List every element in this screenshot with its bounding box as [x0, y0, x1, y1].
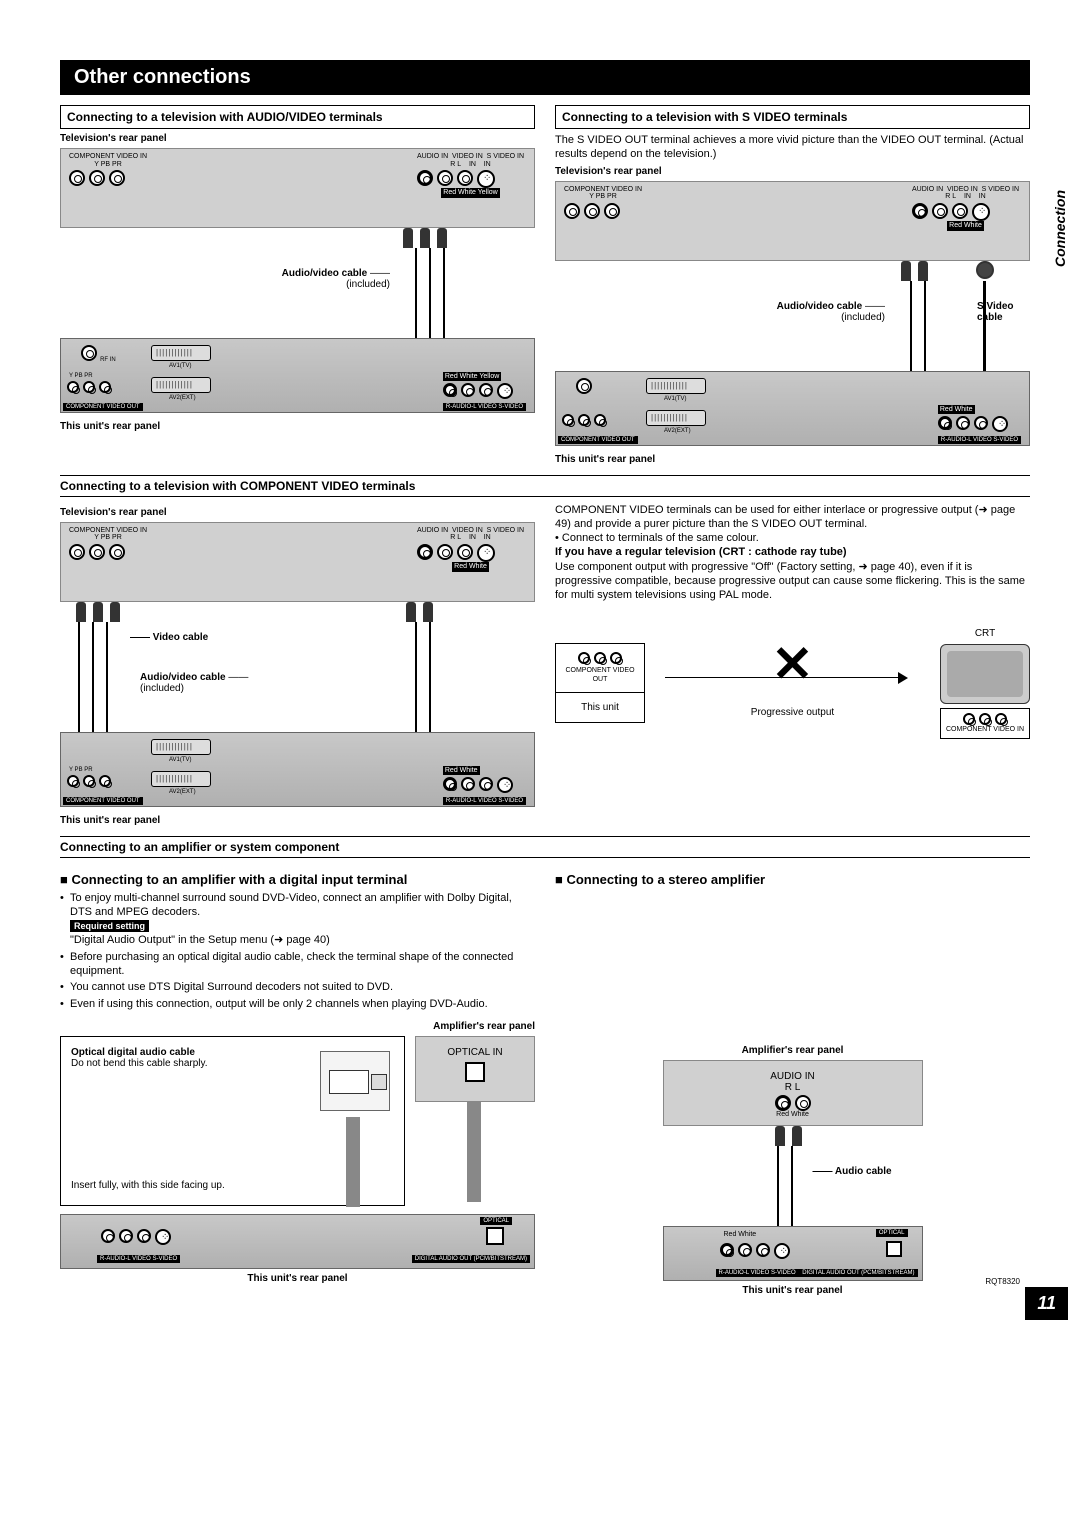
svideo-desc: The S VIDEO OUT terminal achieves a more… — [555, 133, 1030, 162]
av-title: Connecting to a television with AUDIO/VI… — [60, 105, 535, 129]
page-number: 11 — [1025, 1287, 1068, 1320]
amp-rear-label: Amplifier's rear panel — [60, 1021, 535, 1032]
svideo-diagram: COMPONENT VIDEO IN Y PB PR AUDIO IN VIDE… — [555, 181, 1030, 446]
digital-heading: Connecting to an amplifier with a digita… — [60, 872, 535, 887]
av-diagram: COMPONENT VIDEO IN Y PB PR AUDIO IN VIDE… — [60, 148, 535, 413]
unit-rear-label-4: This unit's rear panel — [60, 1273, 535, 1284]
digital-unit-panel: R-AUDIO-L VIDEO S-VIDEO OPTICAL DIGITAL … — [60, 1214, 535, 1269]
tv-rear-label-3: Television's rear panel — [60, 507, 535, 518]
stereo-diagram: AUDIO IN R L Red White —— Audio cable Re… — [663, 1060, 923, 1281]
unit-rear-label-3: This unit's rear panel — [60, 815, 535, 826]
svideo-title: Connecting to a television with S VIDEO … — [555, 105, 1030, 129]
unit-rear-label: This unit's rear panel — [60, 421, 535, 432]
tv-rear-label-2: Television's rear panel — [555, 166, 1030, 177]
amp-title: Connecting to an amplifier or system com… — [60, 836, 1030, 858]
digital-bullets: To enjoy multi-channel surround sound DV… — [60, 891, 535, 1011]
component-text: COMPONENT VIDEO terminals can be used fo… — [555, 503, 1030, 830]
section-tab: Connection — [1052, 190, 1068, 267]
amp-rear-label-2: Amplifier's rear panel — [555, 1045, 1030, 1056]
doc-code: RQT8320 — [985, 1277, 1020, 1286]
digital-diagram: Optical digital audio cableDo not bend t… — [60, 1036, 535, 1206]
unit-rear-label-2: This unit's rear panel — [555, 454, 1030, 465]
unit-rear-label-5: This unit's rear panel — [555, 1285, 1030, 1296]
component-title: Connecting to a television with COMPONEN… — [60, 475, 1030, 497]
page-header: Other connections — [60, 60, 1030, 95]
tv-rear-label: Television's rear panel — [60, 133, 535, 144]
stereo-heading: Connecting to a stereo amplifier — [555, 872, 1030, 887]
component-diagram: COMPONENT VIDEO IN Y PB PR AUDIO IN VIDE… — [60, 522, 535, 807]
